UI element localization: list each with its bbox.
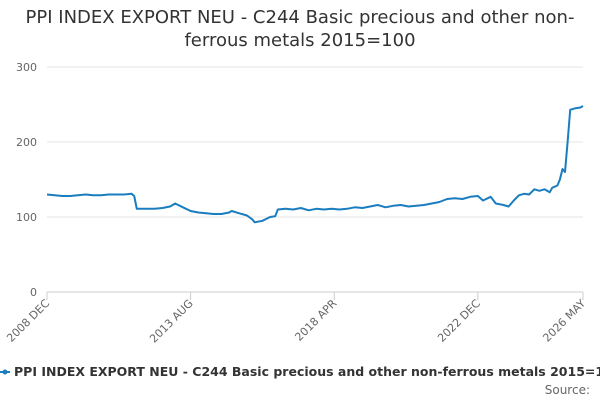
y-tick-label: 300 xyxy=(16,61,37,74)
x-tick-label: 2013 AUG xyxy=(147,297,196,346)
y-tick-label: 200 xyxy=(16,136,37,149)
x-tick-label: 2022 DEC xyxy=(435,297,483,345)
data-line xyxy=(46,105,584,224)
x-tick-label: 2008 DEC xyxy=(4,297,52,345)
source-label: Source: xyxy=(545,383,590,397)
x-tick-label: 2018 APR xyxy=(292,297,339,344)
y-tick-label: 100 xyxy=(16,211,37,224)
chart-title: PPI INDEX EXPORT NEU - C244 Basic precio… xyxy=(25,7,575,51)
x-tick-label: 2026 MAY xyxy=(540,297,588,345)
legend-label: PPI INDEX EXPORT NEU - C244 Basic precio… xyxy=(14,364,600,379)
legend-symbol-dot xyxy=(2,369,8,375)
y-tick-label: 0 xyxy=(30,286,37,299)
